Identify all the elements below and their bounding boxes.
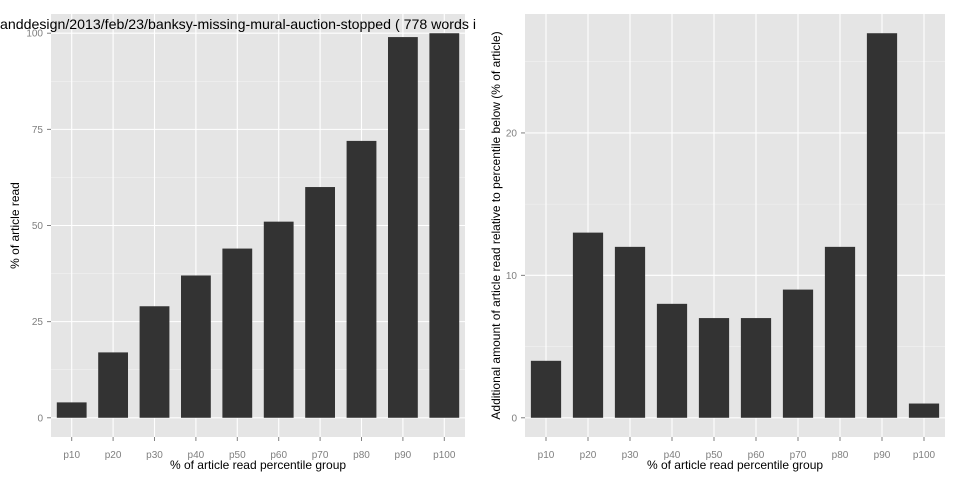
bar-p50 (222, 248, 253, 418)
x-tick-label: p90 (874, 450, 891, 461)
bar-p20 (98, 352, 129, 418)
x-axis-2: p10 p20 p30 p40 p50 p60 p70 p80 p90 p100 (538, 437, 936, 461)
y-axis-2: 0 10 20 (506, 128, 525, 424)
x-tick-label: p30 (146, 450, 163, 461)
bar-p90 (866, 33, 898, 418)
x-tick-label: p50 (706, 450, 723, 461)
y-tick-label: 50 (32, 221, 44, 232)
bar-p80 (346, 140, 377, 418)
bar-p30 (139, 306, 170, 418)
bar-p10 (56, 402, 87, 418)
x-tick-label: p40 (664, 450, 681, 461)
bar-series-2 (530, 33, 940, 418)
x-tick-label: p90 (395, 450, 412, 461)
x-tick-label: p50 (229, 450, 246, 461)
bar-p50 (698, 318, 730, 418)
x-axis-1: p10 p20 p30 p40 p50 p60 p70 p80 p90 p100 (63, 437, 456, 461)
bar-p60 (740, 318, 772, 418)
y-tick-label: 100 (26, 29, 43, 40)
bar-p90 (387, 37, 418, 418)
bar-p10 (530, 360, 562, 418)
x-tick-label: p10 (63, 450, 80, 461)
bar-p70 (782, 289, 814, 418)
y-tick-label: 25 (32, 317, 44, 328)
y-tick-label: 0 (511, 413, 517, 424)
bar-p40 (180, 275, 211, 418)
y-tick-label: 75 (32, 125, 44, 136)
bar-p70 (305, 187, 336, 418)
x-tick-label: p70 (790, 450, 807, 461)
bar-p80 (824, 246, 856, 418)
y-tick-label: 10 (506, 271, 518, 282)
x-tick-label: p80 (353, 450, 370, 461)
x-tick-label: p60 (748, 450, 765, 461)
y-tick-label: 20 (506, 128, 518, 139)
bar-p100 (908, 403, 940, 418)
bar-p60 (263, 221, 294, 418)
x-tick-label: p20 (580, 450, 597, 461)
x-tick-label: p20 (105, 450, 122, 461)
bar-p40 (656, 303, 688, 418)
y-axis-title: % of article read (8, 182, 22, 269)
y-tick-label: 0 (37, 413, 43, 424)
x-axis-title: % of article read percentile group (170, 458, 346, 472)
y-axis-1: 0 25 50 75 100 (26, 29, 51, 424)
x-tick-label: p100 (913, 450, 936, 461)
chart-panel-2: 0 10 20 p10 p20 p30 p40 p50 p60 p70 p80 p90 p100 % of… (489, 14, 945, 472)
bar-series-1 (56, 33, 460, 418)
x-tick-label: p80 (832, 450, 849, 461)
bar-p20 (572, 232, 604, 418)
x-tick-label: p70 (312, 450, 329, 461)
x-tick-label: p100 (433, 450, 456, 461)
bar-p100 (429, 33, 460, 418)
x-axis-title: % of article read percentile group (647, 458, 823, 472)
plot-title: anddesign/2013/feb/23/banksy-missing-mur… (0, 16, 476, 32)
x-tick-label: p10 (538, 450, 555, 461)
y-axis-title: Additional amount of article read relati… (489, 31, 503, 419)
x-tick-label: p30 (622, 450, 639, 461)
x-tick-label: p60 (270, 450, 287, 461)
bar-p30 (614, 246, 646, 418)
x-tick-label: p40 (188, 450, 205, 461)
